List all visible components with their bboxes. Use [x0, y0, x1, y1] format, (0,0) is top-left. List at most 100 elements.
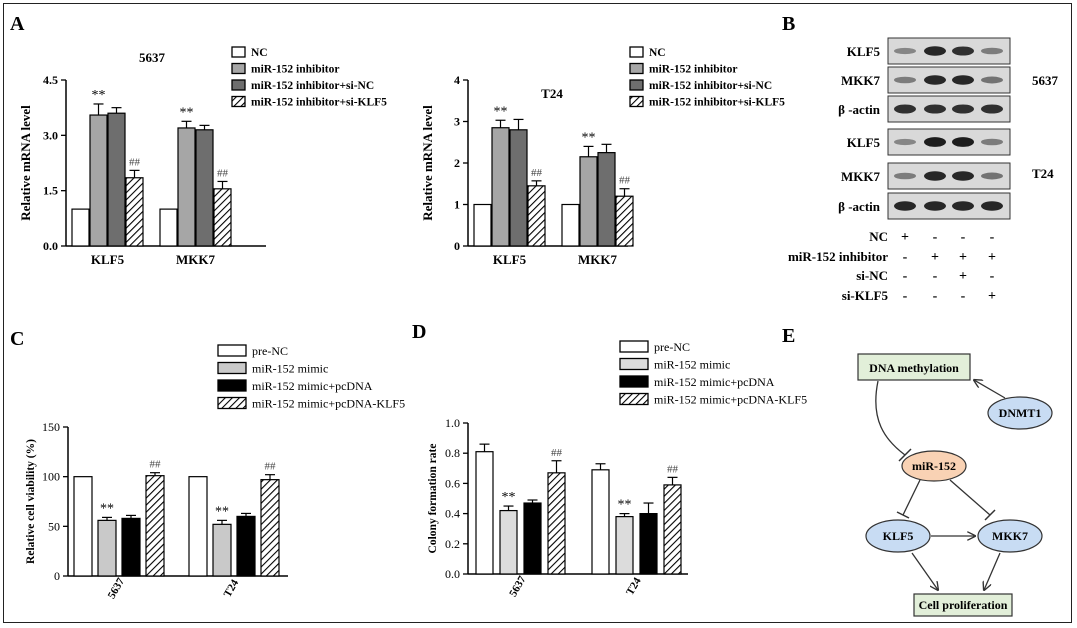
dnmt1-to-dna-arrow	[974, 380, 1006, 399]
panel-label-b: B	[782, 13, 795, 35]
bar	[177, 127, 196, 247]
condition-mark: +	[901, 230, 909, 245]
bar	[579, 156, 598, 247]
legend-entry: miR-152 inhibitor+si-KLF5	[251, 97, 387, 109]
y-tick-label: 4	[454, 73, 460, 87]
panel-label-a: A	[10, 13, 25, 35]
legend-swatch	[231, 95, 246, 108]
y-tick-label: 0.0	[43, 239, 58, 253]
legend-entry: miR-152 mimic+pcDNA	[654, 375, 775, 389]
mir-inhibits-mkk7-line	[949, 479, 991, 516]
blot-band	[981, 138, 1003, 146]
bar	[591, 469, 610, 575]
cell-line-label: T24	[1032, 166, 1054, 181]
significance-label: **	[100, 501, 114, 516]
condition-mark: -	[961, 230, 966, 245]
y-tick-label: 1.0	[445, 416, 460, 430]
significance-label: **	[215, 504, 229, 519]
bar	[473, 203, 492, 247]
bar	[499, 509, 518, 575]
legend-swatch	[629, 62, 644, 75]
legend-entry: miR-152 inhibitor	[649, 64, 738, 76]
legend-entry: miR-152 mimic	[252, 362, 328, 376]
dna-methylation-box	[857, 353, 971, 381]
dna-inhibits-mir-bar	[898, 448, 912, 462]
blot-band	[924, 171, 946, 181]
legend-entry: miR-152 inhibitor	[251, 64, 340, 76]
y-tick-label: 50	[48, 519, 60, 533]
legend-swatch	[217, 379, 247, 392]
y-tick-label: 3.0	[43, 128, 58, 142]
blot-band	[894, 104, 916, 114]
blot-band	[894, 76, 916, 84]
significance-label: ##	[265, 461, 277, 473]
significance-label: **	[180, 105, 194, 120]
condition-mark: +	[988, 289, 996, 304]
y-tick-label: 1.5	[43, 184, 58, 198]
legend-swatch	[619, 392, 649, 406]
legend-swatch	[619, 357, 649, 371]
blot-band	[981, 201, 1003, 211]
klf5-to-proliferation-arrow	[911, 552, 938, 590]
bar	[125, 177, 144, 247]
dna-inhibits-mir-line	[875, 380, 906, 456]
y-tick-label: 0	[454, 239, 460, 253]
blot-band	[894, 138, 916, 146]
bar	[121, 517, 141, 577]
legend-swatch	[619, 375, 649, 388]
significance-label: **	[494, 104, 508, 119]
mir-inhibits-mkk7-bar	[984, 509, 996, 521]
chart-d-colony: 0.0 0.2 0.4 0.6 0.8 1.0 Colony formation rate *…	[427, 340, 807, 599]
blot-band	[981, 104, 1003, 114]
legend-swatch	[629, 95, 644, 108]
significance-label: **	[582, 130, 596, 145]
bar	[547, 472, 566, 575]
bar	[615, 195, 634, 247]
blot-row-label: β -actin	[838, 102, 881, 117]
mkk7-node	[977, 519, 1043, 553]
condition-mark: -	[933, 230, 938, 245]
legend-entry: miR-152 inhibitor+si-NC	[251, 80, 374, 92]
blot-band	[981, 47, 1003, 55]
legend-entry: miR-152 inhibitor+si-KLF5	[649, 97, 785, 109]
legend-swatch	[217, 396, 247, 410]
mir-inhibits-klf5-bar	[896, 511, 910, 519]
dnmt1-node	[987, 396, 1053, 430]
y-axis-label: Relative cell viability (%)	[25, 439, 37, 564]
condition-mark: -	[990, 230, 995, 245]
bar	[491, 127, 510, 247]
significance-label: ##	[667, 463, 679, 475]
y-tick-label: 150	[42, 420, 60, 434]
klf5-node	[865, 519, 931, 553]
blot-row-label: KLF5	[847, 44, 881, 59]
legend-swatch	[231, 79, 246, 91]
blot-band	[952, 201, 974, 211]
significance-label: **	[618, 498, 632, 513]
mkk7-label: MKK7	[992, 529, 1028, 543]
category-label: KLF5	[91, 252, 125, 267]
y-tick-label: 0.8	[445, 446, 460, 460]
bar	[509, 129, 528, 247]
y-axis-label: Colony formation rate	[427, 444, 439, 554]
legend-entry: pre-NC	[252, 344, 288, 358]
blot-band	[924, 46, 946, 56]
bar	[615, 516, 634, 575]
blot-band	[894, 47, 916, 55]
y-tick-label: 1	[454, 198, 460, 212]
condition-label: miR-152 inhibitor	[788, 249, 888, 264]
blot-band	[894, 172, 916, 180]
bar	[527, 185, 546, 247]
y-tick-label: 100	[42, 470, 60, 484]
legend-swatch	[217, 344, 247, 357]
bar	[236, 515, 256, 577]
significance-label: ##	[619, 175, 631, 187]
condition-label: si-NC	[856, 268, 888, 283]
legend-swatch	[217, 361, 247, 375]
blot-band	[894, 201, 916, 211]
category-label: MKK7	[176, 252, 215, 267]
bar	[89, 114, 108, 247]
blot-row-label: MKK7	[841, 169, 880, 184]
chart-a-t24: 0 1 2 3 4 Relative mRNA level T24 ** ## KLF5 ** ## M…	[420, 46, 785, 267]
blot-band	[952, 137, 974, 147]
cell-proliferation-label: Cell proliferation	[919, 598, 1008, 612]
